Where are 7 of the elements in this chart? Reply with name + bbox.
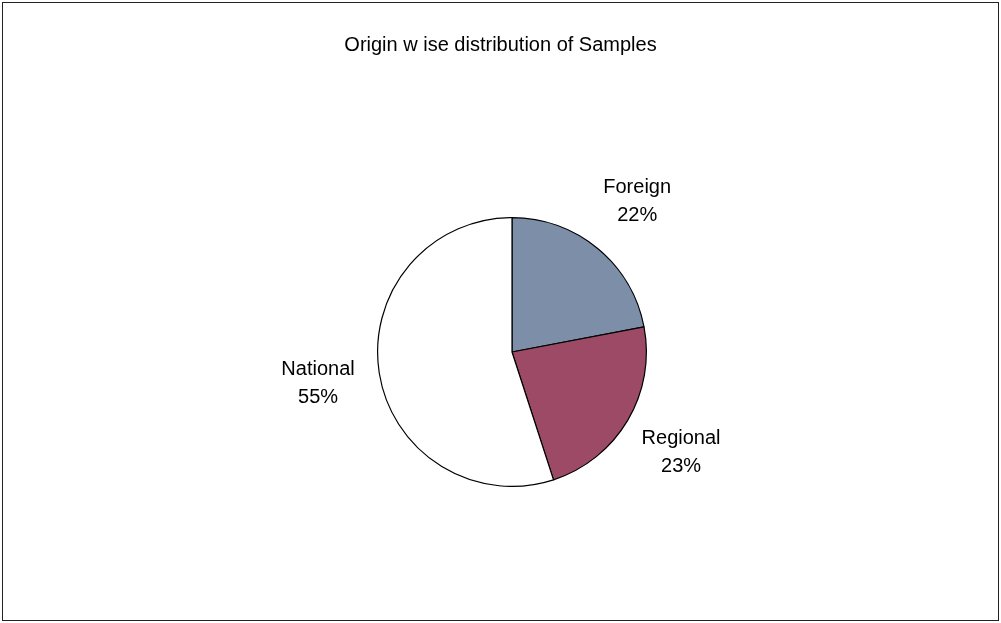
- slice-label: National: [281, 357, 355, 380]
- slice-label: Regional: [641, 426, 721, 449]
- chart-title: Origin w ise distribution of Samples: [344, 32, 657, 55]
- data-label: 22%: [617, 203, 658, 226]
- data-label: 55%: [298, 385, 339, 408]
- data-label: 23%: [661, 454, 702, 477]
- slice-label: Foreign: [603, 175, 672, 198]
